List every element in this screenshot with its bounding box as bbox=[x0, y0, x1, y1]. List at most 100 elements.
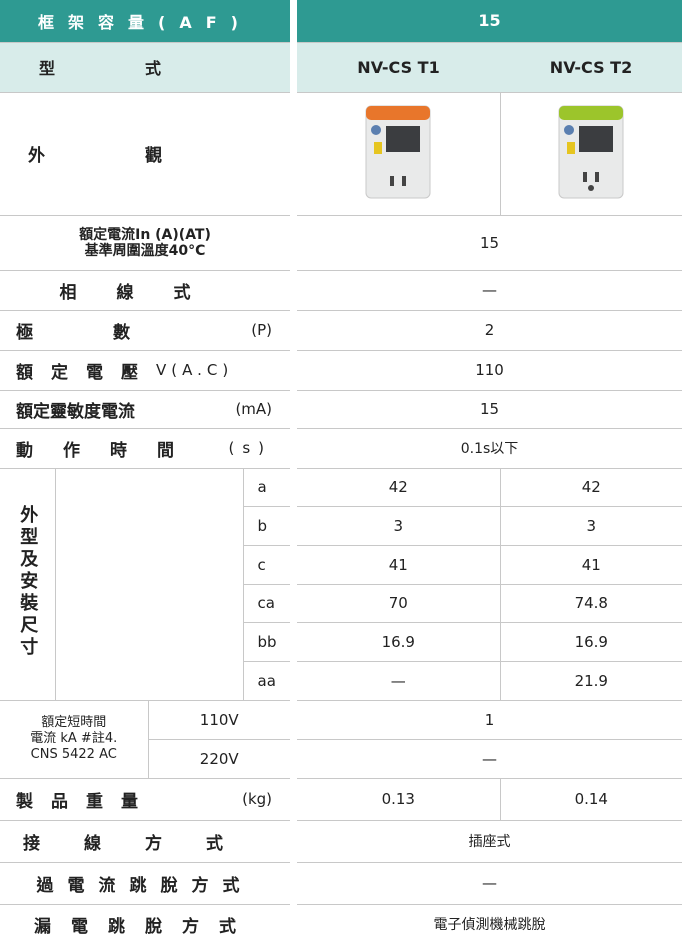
cell: 型式 bbox=[0, 42, 291, 93]
tr: 額定短時間 電流 kA #註4. CNS 5422 AC 110V 1 bbox=[0, 700, 682, 779]
cell: 接線方式 bbox=[0, 820, 291, 863]
div: 極數 (P) bbox=[0, 318, 290, 343]
cell-value: 電子偵測機械跳脫 bbox=[433, 917, 546, 934]
rect bbox=[559, 105, 624, 120]
tr: 額定電壓 V(A.C) 110 bbox=[0, 350, 682, 391]
gap bbox=[290, 390, 298, 428]
cell-value: 3 bbox=[297, 506, 501, 546]
rect bbox=[595, 171, 600, 182]
rect bbox=[567, 141, 576, 154]
circle bbox=[564, 124, 575, 135]
div: 動作時間 (s) bbox=[0, 436, 290, 461]
rect bbox=[579, 125, 614, 152]
gap bbox=[290, 428, 298, 468]
row-label: 相線式 bbox=[59, 282, 231, 303]
gap bbox=[290, 862, 298, 905]
tr: 相線式 — bbox=[0, 270, 682, 311]
tr: 製品重量 (kg) 0.13 0.14 bbox=[0, 778, 682, 821]
cell: 額定電流In (A)(AT) 基準周圍溫度40°C bbox=[0, 215, 291, 271]
gap bbox=[290, 904, 298, 944]
row-label: 漏電跳脫方式 bbox=[34, 916, 256, 937]
tr: 極數 (P) 2 bbox=[0, 310, 682, 351]
cell: 額定電壓 V(A.C) bbox=[0, 350, 291, 391]
label-line: 電流 kA #註4. bbox=[30, 731, 118, 747]
gap bbox=[290, 700, 298, 740]
gap bbox=[290, 270, 298, 310]
cell: 框架容量(AF) bbox=[0, 0, 291, 43]
rect bbox=[366, 105, 431, 120]
cell-value: 42 bbox=[297, 468, 501, 508]
row-unit: V(A.C) bbox=[156, 361, 234, 379]
tr: 外觀 bbox=[0, 92, 682, 216]
row-unit: (P) bbox=[251, 321, 273, 339]
cell-value: 0.1s以下 bbox=[297, 428, 682, 469]
tr: 額定電流In (A)(AT) 基準周圍溫度40°C 15 bbox=[0, 215, 682, 271]
dimension-row: 外型及安裝尺寸 a 42 42 bbox=[0, 468, 682, 701]
cell-value: 41 bbox=[500, 545, 682, 585]
div: 製品重量 (kg) bbox=[0, 787, 290, 812]
tr: 額定靈敏度電流 (mA) 15 bbox=[0, 390, 682, 429]
voltage-label: 220V bbox=[148, 739, 291, 779]
dimension-row: c 41 41 bbox=[0, 545, 682, 585]
gap bbox=[290, 545, 298, 585]
gap bbox=[290, 506, 298, 546]
dimension-name: a bbox=[243, 468, 291, 508]
cell-value: 2 bbox=[297, 310, 682, 351]
tr: 框架容量(AF) 15 bbox=[0, 0, 682, 43]
model-name: NV-CS T2 bbox=[500, 42, 682, 93]
gap bbox=[290, 215, 298, 270]
gap bbox=[290, 739, 298, 779]
dimension-name: aa bbox=[243, 661, 291, 701]
cell: 相線式 bbox=[0, 270, 291, 311]
label-line: 額定電流In (A)(AT) bbox=[79, 226, 211, 243]
cell-value: 110 bbox=[297, 350, 682, 391]
gap bbox=[290, 661, 298, 701]
row-label: 接線方式 bbox=[23, 833, 267, 854]
rect bbox=[390, 175, 395, 186]
cell: 製品重量 (kg) bbox=[0, 778, 291, 821]
cell-value: 插座式 bbox=[297, 820, 682, 863]
row-unit: (kg) bbox=[242, 790, 273, 809]
dimension-name: b bbox=[243, 506, 291, 546]
tr: 過電流跳脫方式 — bbox=[0, 862, 682, 905]
cell-value: 0.14 bbox=[500, 778, 682, 821]
div: 額定電壓 V(A.C) bbox=[0, 358, 290, 383]
cell-value: 15 bbox=[297, 390, 682, 429]
gap bbox=[290, 778, 298, 821]
gap bbox=[290, 0, 298, 42]
tr: 型式 NV-CS T1 NV-CS T2 bbox=[0, 42, 682, 93]
rect bbox=[374, 141, 383, 154]
cell-value: 42 bbox=[500, 468, 682, 508]
cell: 極數 (P) bbox=[0, 310, 291, 351]
cell-value: 0.13 bbox=[297, 778, 501, 821]
dimension-row: aa —21.9 bbox=[0, 661, 682, 701]
dimension-name: c bbox=[243, 545, 291, 585]
gap bbox=[290, 820, 298, 863]
cell-value: 1 bbox=[297, 700, 682, 740]
cell: 漏電跳脫方式 bbox=[0, 904, 290, 944]
cell: 額定靈敏度電流 (mA) bbox=[0, 390, 291, 429]
header-label: 框架容量(AF) bbox=[38, 12, 252, 32]
dimension-rows: 外型及安裝尺寸 a 42 42 b 3 3 c 41 41 ca 70 74.8 bb 16.9 16.9 aa… bbox=[0, 468, 682, 701]
gap bbox=[290, 584, 298, 623]
cell-value: 70 bbox=[297, 584, 501, 624]
gap bbox=[290, 92, 298, 215]
row-unit: (mA) bbox=[235, 400, 273, 418]
rect bbox=[402, 175, 407, 186]
cell: 過電流跳脫方式 bbox=[0, 862, 291, 905]
dimension-label-cell: 外型及安裝尺寸 bbox=[0, 468, 56, 701]
gap bbox=[290, 622, 298, 662]
row-label: 過電流跳脫方式 bbox=[36, 875, 254, 896]
gap bbox=[290, 350, 298, 390]
row-label: 動作時間 bbox=[16, 440, 204, 461]
label-line: 基準周圍溫度40°C bbox=[84, 242, 206, 259]
gap bbox=[290, 42, 298, 92]
row-label: 製品重量 bbox=[16, 791, 156, 812]
circle bbox=[371, 124, 382, 135]
circle bbox=[588, 184, 595, 191]
tr: 漏電跳脫方式 電子偵測機械跳脫 bbox=[0, 904, 682, 944]
cell-value: — bbox=[297, 739, 682, 779]
dimension-name: ca bbox=[243, 584, 291, 624]
